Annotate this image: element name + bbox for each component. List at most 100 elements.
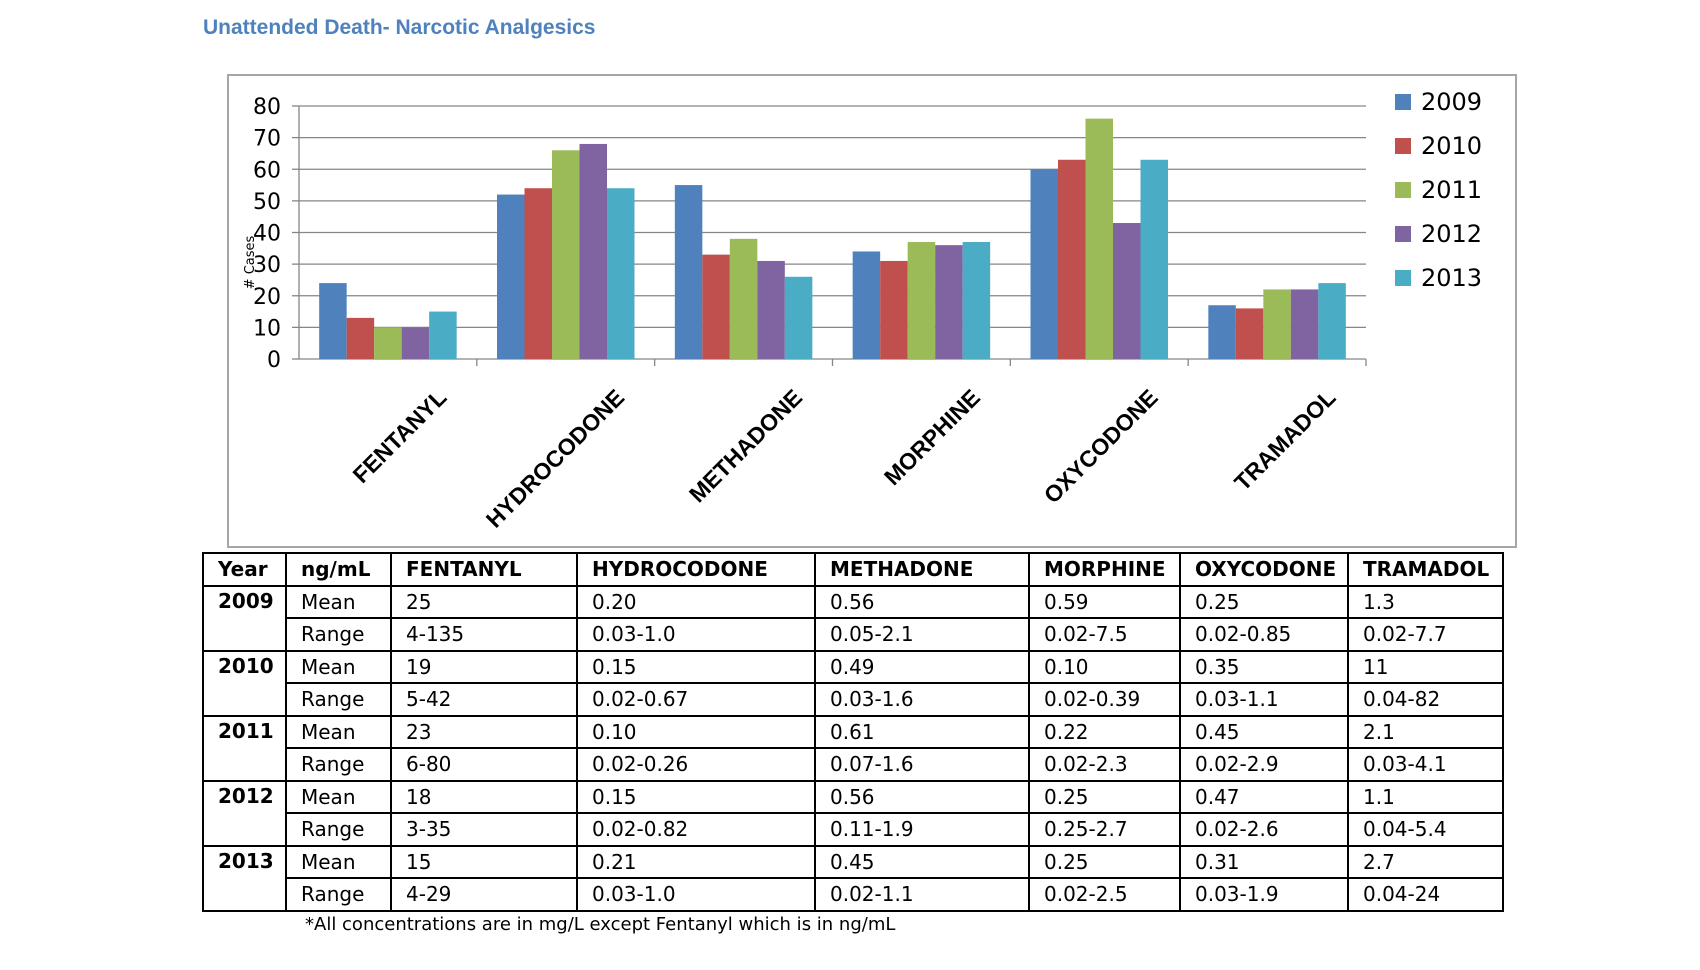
value-cell: 6-80 (390, 747, 578, 782)
table-header-ng-ml: ng/mL (285, 552, 392, 587)
value-cell: 1.3 (1347, 584, 1504, 619)
value-cell: 0.21 (576, 844, 816, 879)
table-row: 2009 Mean 25 0.20 0.56 0.59 0.25 1.3 (202, 584, 1504, 652)
table-row: 2013 Mean 15 0.21 0.45 0.25 0.31 2.7 (202, 844, 1504, 912)
stat-cell: Mean (285, 714, 392, 749)
bar-2012-hydrocodone (579, 143, 607, 359)
legend-label-2011: 2011 (1421, 176, 1482, 204)
y-tick-label: 0 (267, 348, 281, 373)
value-cell: 2.1 (1347, 714, 1504, 749)
bar-2011-fentanyl (374, 327, 402, 359)
value-cell: 5-42 (390, 682, 578, 717)
value-cell: 0.31 (1179, 844, 1349, 879)
page-title: Unattended Death- Narcotic Analgesics (203, 16, 596, 39)
x-tick-label-methadone: METHADONE (684, 384, 807, 507)
value-cell: 0.61 (814, 714, 1030, 749)
bar-2011-methadone (729, 238, 758, 359)
legend-swatch-2010 (1395, 138, 1411, 154)
value-cell: 19 (390, 649, 578, 684)
y-tick-label: 30 (253, 253, 281, 278)
bar-2010-fentanyl (346, 317, 375, 359)
value-cell: 0.56 (814, 779, 1030, 814)
legend-label-2013: 2013 (1421, 264, 1482, 292)
bar-2009-tramadol (1208, 305, 1236, 359)
value-cell: 0.02-2.9 (1179, 747, 1349, 782)
legend-swatch-2012 (1395, 226, 1411, 242)
bar-2012-fentanyl (401, 327, 430, 359)
value-cell: 0.02-0.39 (1028, 682, 1181, 717)
bar-2011-hydrocodone (552, 150, 580, 359)
value-cell: 0.25 (1028, 844, 1181, 879)
table-row: 2010 Mean 19 0.15 0.49 0.10 0.35 11 (202, 649, 1504, 717)
y-tick-label: 80 (253, 95, 281, 120)
bar-2010-morphine (880, 260, 908, 359)
x-tick-label-fentanyl: FENTANYL (348, 384, 452, 488)
legend-swatch-2009 (1395, 94, 1411, 110)
bar-2013-fentanyl (429, 311, 457, 359)
value-cell: 0.02-7.7 (1347, 617, 1504, 652)
value-cell: 0.49 (814, 649, 1030, 684)
value-cell: 0.02-0.26 (576, 747, 816, 782)
bar-2010-methadone (702, 254, 730, 359)
bar-2012-oxycodone (1113, 223, 1141, 359)
year-cell: 2011 (202, 714, 287, 782)
stat-cell: Mean (285, 584, 392, 619)
value-cell: 0.02-2.3 (1028, 747, 1181, 782)
value-cell: 0.04-82 (1347, 682, 1504, 717)
stat-cell: Mean (285, 779, 392, 814)
bar-2011-oxycodone (1085, 118, 1113, 360)
value-cell: 25 (390, 584, 578, 619)
value-cell: 0.03-1.0 (576, 877, 816, 912)
table-header-year: Year (202, 552, 287, 587)
value-cell: 0.02-0.67 (576, 682, 816, 717)
value-cell: 0.15 (576, 779, 816, 814)
value-cell: 4-135 (390, 617, 578, 652)
bar-2009-fentanyl (319, 283, 347, 359)
table-row: Range 3-35 0.02-0.82 0.11-1.9 0.25-2.7 0.02-2… (203, 812, 1504, 847)
table-header-hydrocodone: HYDROCODONE (576, 552, 816, 587)
stat-cell: Range (285, 812, 392, 847)
value-cell: 0.25 (1179, 584, 1349, 619)
table-row: Range 4-29 0.03-1.0 0.02-1.1 0.02-2.5 0.03-1.… (203, 877, 1504, 912)
table-row: 2012 Mean 18 0.15 0.56 0.25 0.47 1.1 (202, 779, 1504, 847)
year-cell: 2013 (202, 844, 287, 912)
bar-2013-tramadol (1318, 283, 1346, 359)
bar-chart: 0 10 20 30 40 50 60 70 80 # Cases FENTANYL HYDROCOD… (243, 88, 1482, 533)
bar-2011-tramadol (1263, 289, 1291, 359)
value-cell: 0.03-1.1 (1179, 682, 1349, 717)
bar-2009-methadone (674, 185, 703, 359)
legend-swatch-2011 (1395, 182, 1411, 198)
concentration-table: Year ng/mL FENTANYL HYDROCODONE METHADONE MOR… (202, 552, 1504, 912)
y-tick-label: 60 (253, 158, 281, 183)
stat-cell: Mean (285, 844, 392, 879)
stat-cell: Range (285, 747, 392, 782)
value-cell: 0.03-1.9 (1179, 877, 1349, 912)
table-header-fentanyl: FENTANYL (390, 552, 578, 587)
value-cell: 0.10 (1028, 649, 1181, 684)
bar-2013-oxycodone (1140, 159, 1168, 359)
y-tick-label: 50 (253, 190, 281, 215)
bar-2012-tramadol (1290, 289, 1319, 359)
bar-2009-hydrocodone (497, 194, 525, 359)
y-axis-label: # Cases (243, 235, 258, 289)
legend-label-2010: 2010 (1421, 132, 1482, 160)
chart-frame: 0 10 20 30 40 50 60 70 80 # Cases FENTANYL HYDROCOD… (227, 74, 1517, 548)
stat-cell: Range (285, 682, 392, 717)
y-tick-label: 20 (253, 285, 281, 310)
table-header-methadone: METHADONE (814, 552, 1030, 587)
bar-2013-hydrocodone (607, 188, 635, 359)
table-header-tramadol: TRAMADOL (1347, 552, 1504, 587)
table-header-row: Year ng/mL FENTANYL HYDROCODONE METHADONE MOR… (202, 552, 1504, 587)
stat-cell: Range (285, 877, 392, 912)
bar-2012-morphine (935, 245, 963, 359)
value-cell: 3-35 (390, 812, 578, 847)
x-tick-label-tramadol: TRAMADOL (1229, 384, 1340, 495)
bar-2011-morphine (907, 241, 936, 359)
bar-2013-methadone (784, 276, 813, 359)
value-cell: 0.02-2.5 (1028, 877, 1181, 912)
value-cell: 0.02-7.5 (1028, 617, 1181, 652)
bar-2010-tramadol (1235, 308, 1264, 359)
value-cell: 0.03-4.1 (1347, 747, 1504, 782)
value-cell: 23 (390, 714, 578, 749)
stat-cell: Mean (285, 649, 392, 684)
